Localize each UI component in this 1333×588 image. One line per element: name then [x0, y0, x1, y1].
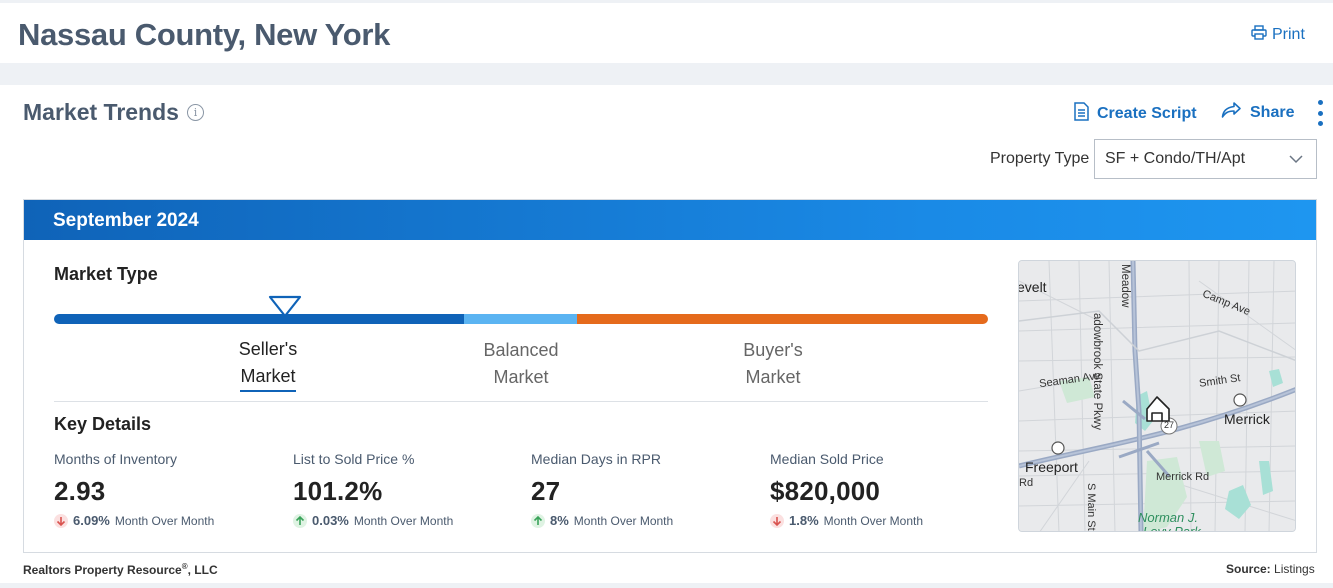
arrow-up-icon [293, 513, 307, 528]
create-script-button[interactable]: Create Script [1074, 102, 1197, 126]
share-button[interactable]: Share [1221, 102, 1294, 124]
stat-change: 0.03% Month Over Month [293, 513, 453, 528]
print-label: Print [1272, 26, 1305, 43]
map-label: Rd [1019, 477, 1034, 489]
key-details-label: Key Details [54, 414, 152, 434]
map-label: S Main St [1085, 483, 1097, 531]
market-type-buyers: Buyer's Market [703, 337, 843, 391]
more-options-icon[interactable] [1315, 100, 1325, 126]
stat-change-period: Month Over Month [823, 513, 924, 528]
footer-source-value: Listings [1274, 562, 1315, 576]
property-type-select[interactable]: SF + Condo/TH/Apt [1094, 139, 1317, 179]
market-type-balanced: Balanced Market [451, 337, 591, 391]
stat-list-to-sold: List to Sold Price % 101.2% 0.03% Month … [293, 451, 453, 528]
stat-change-value: 8% [550, 513, 569, 528]
section-title-row: Market Trends i [23, 99, 204, 126]
market-type-label: Market Type [54, 264, 158, 284]
footer-source: Source: Listings [1226, 562, 1315, 576]
stat-change-period: Month Over Month [114, 513, 215, 528]
footer-company-name: Realtors Property Resource [23, 563, 182, 577]
map-label: Meadow [1119, 264, 1131, 308]
stat-change-period: Month Over Month [573, 513, 674, 528]
map-label: Merrick [1224, 411, 1270, 427]
document-icon [1074, 102, 1089, 126]
seller-market-bar [54, 314, 466, 324]
stat-change-value: 1.8% [789, 513, 819, 528]
chevron-down-icon [1288, 152, 1304, 171]
stat-change: 6.09% Month Over Month [54, 513, 214, 528]
market-type-line1: Seller's [238, 339, 298, 359]
footer-company-suffix: , LLC [187, 563, 218, 577]
market-type-line1: Balanced [483, 340, 559, 360]
stat-value: 2.93 [54, 476, 106, 506]
stat-median-sold-price: Median Sold Price $820,000 1.8% Month Ov… [770, 451, 923, 528]
stat-name: Median Sold Price [770, 451, 884, 467]
market-type-sellers: Seller's Market [198, 336, 338, 392]
share-label: Share [1250, 104, 1295, 121]
market-indicator-marker [268, 295, 302, 324]
stat-name: Months of Inventory [54, 451, 177, 467]
map-label: 27 [1164, 420, 1175, 430]
stat-change-value: 0.03% [312, 513, 349, 528]
stat-name: List to Sold Price % [293, 451, 415, 467]
map-label: Norman J. [1138, 510, 1198, 525]
page-title: Nassau County, New York [18, 17, 391, 52]
buyer-market-bar [577, 314, 988, 324]
panel-date: September 2024 [53, 210, 199, 231]
stat-change: 1.8% Month Over Month [770, 513, 923, 528]
market-type-line2: Market [745, 367, 801, 387]
stat-months-inventory: Months of Inventory 2.93 6.09% Month Ove… [54, 451, 214, 528]
property-type-value: SF + Condo/TH/Apt [1105, 150, 1246, 167]
stat-change: 8% Month Over Month [531, 513, 673, 528]
printer-icon [1251, 25, 1267, 45]
market-panel: September 2024 Market Type Seller's Mark… [23, 199, 1317, 553]
stat-value: 101.2% [293, 476, 383, 506]
print-button[interactable]: Print [1251, 25, 1305, 45]
balanced-market-bar [464, 314, 578, 324]
map-label: Freeport [1025, 459, 1078, 475]
market-type-line2: Market [493, 367, 549, 387]
share-icon [1221, 102, 1242, 124]
stat-value: 27 [531, 476, 561, 506]
page-header: Nassau County, New York Print [0, 3, 1333, 63]
section-title: Market Trends [23, 99, 179, 125]
divider [54, 401, 988, 402]
info-icon[interactable]: i [186, 104, 204, 121]
stat-median-days: Median Days in RPR 27 8% Month Over Mont… [531, 451, 673, 528]
arrow-down-icon [54, 513, 68, 528]
market-type-line2: Market [240, 363, 296, 392]
footer-source-label: Source: [1226, 562, 1271, 576]
create-script-label: Create Script [1097, 105, 1197, 122]
arrow-down-icon [770, 513, 784, 528]
stat-value: $820,000 [770, 476, 881, 506]
stat-change-period: Month Over Month [353, 513, 454, 528]
panel-header: September 2024 [24, 200, 1316, 240]
map-label: Merrick Rd [1156, 471, 1210, 483]
stat-change-value: 6.09% [73, 513, 110, 528]
stat-name: Median Days in RPR [531, 451, 661, 467]
location-map[interactable]: evelt adowbrook State Pkwy Meadow Camp A… [1018, 260, 1296, 532]
footer-reg-mark: ® [181, 562, 188, 571]
map-label: Levy Park [1143, 524, 1201, 532]
footer-company: Realtors Property Resource®, LLC [23, 562, 218, 577]
property-type-label: Property Type [990, 150, 1090, 167]
map-background [1019, 261, 1295, 531]
map-label: evelt [1018, 279, 1047, 295]
market-type-line1: Buyer's [743, 340, 803, 360]
market-trends-card: Market Trends i Create Script Share Prop… [0, 85, 1333, 583]
arrow-up-icon [531, 513, 545, 528]
